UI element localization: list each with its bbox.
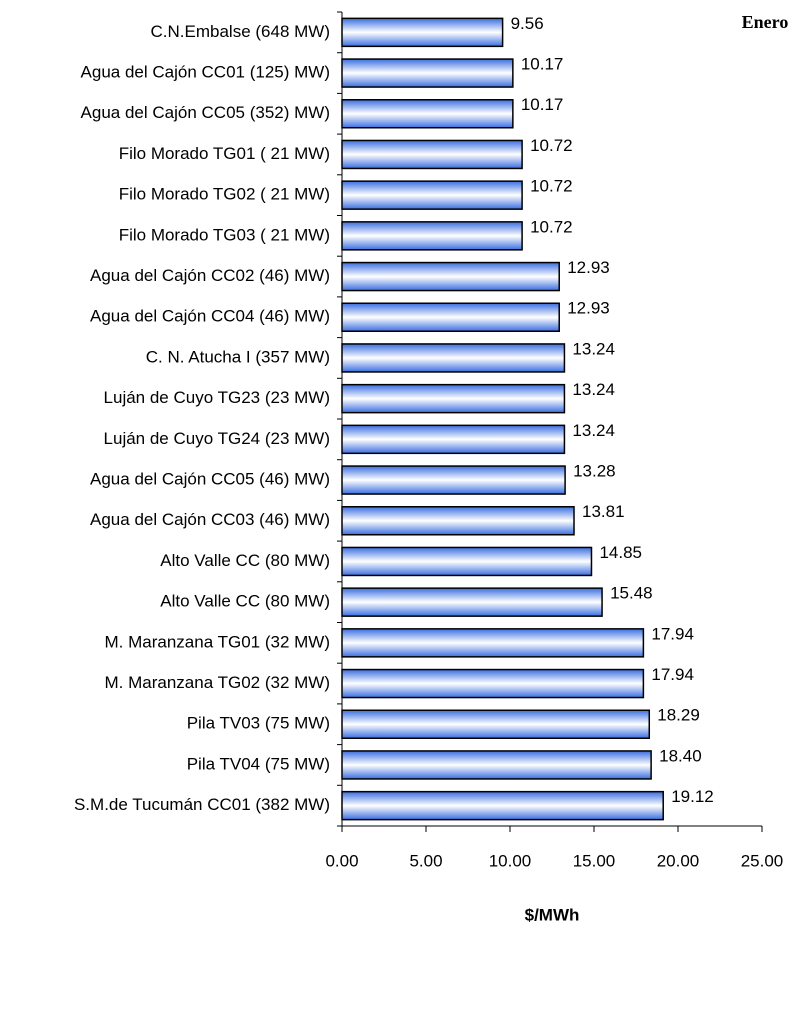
bar: [341, 546, 593, 577]
y-tick-label: Filo Morado TG03 ( 21 MW): [119, 225, 330, 244]
y-tick-label: Agua del Cajón CC02 (46) MW): [90, 266, 330, 285]
value-label: 13.24: [572, 380, 615, 399]
value-label: 18.29: [657, 706, 700, 725]
value-label: 10.17: [521, 95, 564, 114]
bar: [341, 465, 566, 495]
y-tick-label: S.M.de Tucumán CC01 (382 MW): [74, 795, 330, 814]
value-label: 10.17: [521, 55, 564, 74]
value-label: 17.94: [651, 665, 694, 684]
y-tick-label: Agua del Cajón CC04 (46) MW): [90, 307, 330, 326]
bar: [341, 506, 575, 536]
value-label: 18.40: [659, 746, 702, 765]
bar: [341, 709, 651, 739]
y-tick-label: C. N. Atucha I (357 MW): [146, 347, 330, 366]
bar: [341, 383, 566, 414]
value-label: 10.72: [530, 217, 573, 236]
value-label: 13.28: [573, 462, 616, 481]
value-label: 15.48: [610, 584, 653, 603]
y-tick-label: Agua del Cajón CC05 (352) MW): [81, 103, 330, 122]
y-tick-label: Alto Valle CC (80 MW): [160, 551, 330, 570]
bar: [341, 99, 514, 129]
x-tick-label: 10.00: [489, 851, 532, 870]
value-label: 12.93: [567, 258, 610, 277]
y-tick-label: Filo Morado TG01 ( 21 MW): [119, 144, 330, 163]
value-label: 10.72: [530, 136, 573, 155]
chart-title: Enero: [742, 12, 789, 32]
y-tick-label: Luján de Cuyo TG23 (23 MW): [104, 388, 330, 407]
y-tick-label: Pila TV03 (75 MW): [187, 714, 330, 733]
y-tick-label: M. Maranzana TG02 (32 MW): [105, 673, 330, 692]
y-tick-label: Agua del Cajón CC05 (46) MW): [90, 470, 330, 489]
value-label: 19.12: [671, 787, 714, 806]
bar: [341, 424, 566, 455]
bar: [341, 587, 603, 617]
bar: [341, 790, 664, 821]
y-tick-label: Luján de Cuyo TG24 (23 MW): [104, 429, 330, 448]
x-tick-label: 20.00: [657, 851, 700, 870]
x-tick-label: 25.00: [741, 851, 784, 870]
y-tick-label: C.N.Embalse (648 MW): [151, 22, 330, 41]
value-label: 13.81: [582, 502, 625, 521]
y-tick-label: Pila TV04 (75 MW): [187, 754, 330, 773]
bar: [341, 180, 523, 210]
bar: [341, 139, 523, 170]
y-tick-label: Alto Valle CC (80 MW): [160, 592, 330, 611]
value-label: 13.24: [572, 421, 615, 440]
bar: [341, 17, 504, 48]
bar: [341, 302, 560, 332]
value-label: 17.94: [651, 624, 694, 643]
value-label: 13.24: [572, 339, 615, 358]
value-label: 12.93: [567, 299, 610, 318]
y-tick-label: Agua del Cajón CC03 (46) MW): [90, 510, 330, 529]
x-tick-label: 15.00: [573, 851, 616, 870]
bar: [341, 221, 523, 251]
bar: [341, 343, 566, 373]
value-label: 9.56: [511, 14, 544, 33]
bar: [341, 750, 652, 780]
value-label: 14.85: [599, 543, 642, 562]
bar: [341, 261, 560, 292]
y-tick-label: Filo Morado TG02 ( 21 MW): [119, 185, 330, 204]
bar: [341, 668, 645, 699]
x-tick-label: 0.00: [325, 851, 358, 870]
x-axis-label: $/MWh: [525, 905, 580, 924]
x-tick-label: 5.00: [409, 851, 442, 870]
value-label: 10.72: [530, 177, 573, 196]
y-tick-label: M. Maranzana TG01 (32 MW): [105, 632, 330, 651]
bar: [341, 628, 645, 658]
y-tick-label: Agua del Cajón CC01 (125) MW): [81, 63, 330, 82]
bar: [341, 58, 514, 88]
